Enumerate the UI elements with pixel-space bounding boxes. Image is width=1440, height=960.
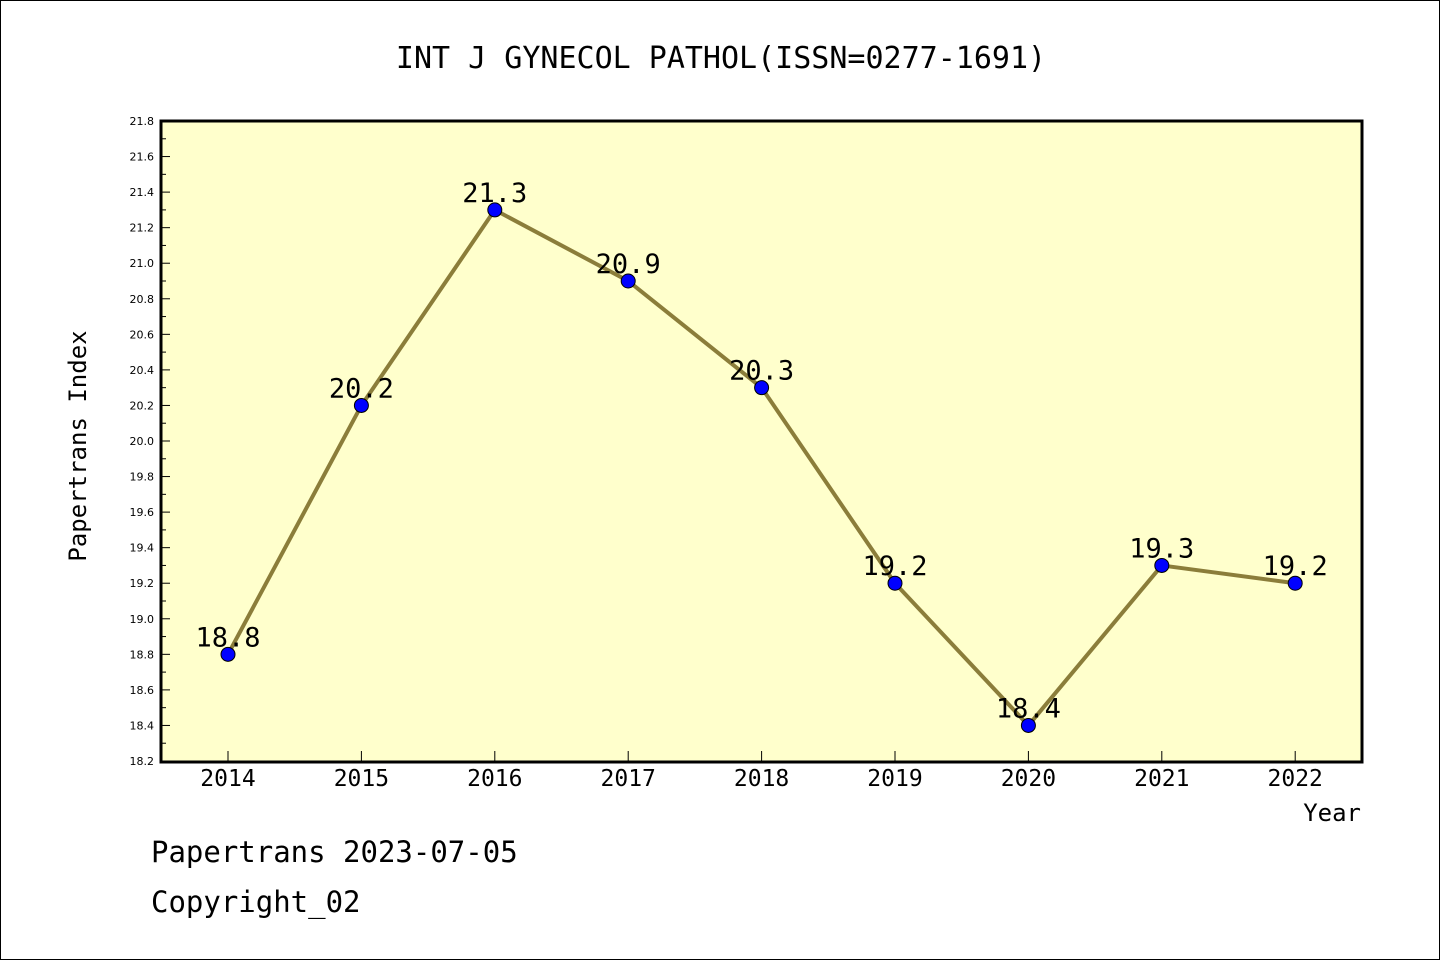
y-tick-label: 19.2 — [130, 577, 155, 590]
data-label: 20.2 — [329, 373, 394, 404]
data-label: 21.3 — [462, 178, 527, 209]
y-tick-label: 19.6 — [130, 506, 155, 519]
y-tick-label: 19.4 — [130, 542, 155, 555]
y-tick-label: 20.4 — [130, 364, 155, 377]
series-layer: 18.8 20.2 21.3 20.9 20.3 19.2 18.4 19.3 19.2 — [195, 178, 1328, 733]
y-tick-label: 18.2 — [130, 755, 155, 768]
data-label: 20.3 — [729, 356, 794, 387]
y-tick-label: 21.2 — [130, 222, 155, 235]
x-tick-label: 2017 — [601, 766, 656, 792]
data-point-marker — [353, 397, 369, 413]
x-axis-label: Year — [1303, 799, 1361, 827]
data-label: 20.9 — [596, 249, 661, 280]
plot-area — [159, 119, 1364, 764]
data-label: 19.3 — [1129, 533, 1194, 564]
y-tick-label: 18.4 — [130, 719, 155, 732]
y-tick-label: 21.4 — [130, 186, 155, 199]
data-point-marker — [1154, 557, 1170, 573]
x-tick-label: 2019 — [867, 766, 922, 792]
x-tick-label: 2014 — [200, 766, 255, 792]
y-tick-label: 20.8 — [130, 293, 155, 306]
data-point-marker — [1020, 717, 1036, 733]
y-tick-label: 20.6 — [130, 328, 155, 341]
x-tick-label: 2020 — [1001, 766, 1056, 792]
y-tick-label: 21.8 — [130, 115, 155, 128]
data-point-marker — [754, 380, 770, 396]
x-tick-label: 2022 — [1268, 766, 1323, 792]
y-tick-label: 19.0 — [130, 613, 155, 626]
data-label: 19.2 — [862, 551, 927, 582]
source-date-text: Papertrans 2023-07-05 — [151, 835, 518, 869]
data-point-marker — [1287, 575, 1303, 591]
x-tick-label: 2016 — [467, 766, 522, 792]
data-point-marker — [220, 646, 236, 662]
y-axis-label: Papertrans Index — [64, 330, 92, 561]
x-tick-label: 2021 — [1134, 766, 1189, 792]
y-tick-label: 21.6 — [130, 151, 155, 164]
data-point-marker — [620, 273, 636, 289]
copyright-text: Copyright_02 — [151, 885, 361, 919]
y-tick-label: 21.0 — [130, 257, 155, 270]
x-tick-label: 2018 — [734, 766, 789, 792]
data-label: 18.8 — [195, 622, 260, 653]
y-tick-label: 18.8 — [130, 648, 155, 661]
data-point-marker — [487, 202, 503, 218]
x-tick-label: 2015 — [334, 766, 389, 792]
y-tick-label: 19.8 — [130, 471, 155, 484]
data-point-marker — [887, 575, 903, 591]
y-tick-label: 20.0 — [130, 435, 155, 448]
x-axis: 2014 2015 2016 2017 2018 2019 2020 2021 2022 — [200, 751, 1323, 792]
data-label: 19.2 — [1263, 551, 1328, 582]
y-tick-label: 18.6 — [130, 684, 155, 697]
data-label: 18.4 — [996, 693, 1061, 724]
y-tick-label: 20.2 — [130, 399, 155, 412]
chart-title: INT J GYNECOL PATHOL(ISSN=0277-1691) — [396, 41, 1046, 76]
y-axis: 18.2 18.4 18.6 18.8 19.0 19.2 19.4 19.6 19.8 20.0… — [130, 115, 170, 768]
